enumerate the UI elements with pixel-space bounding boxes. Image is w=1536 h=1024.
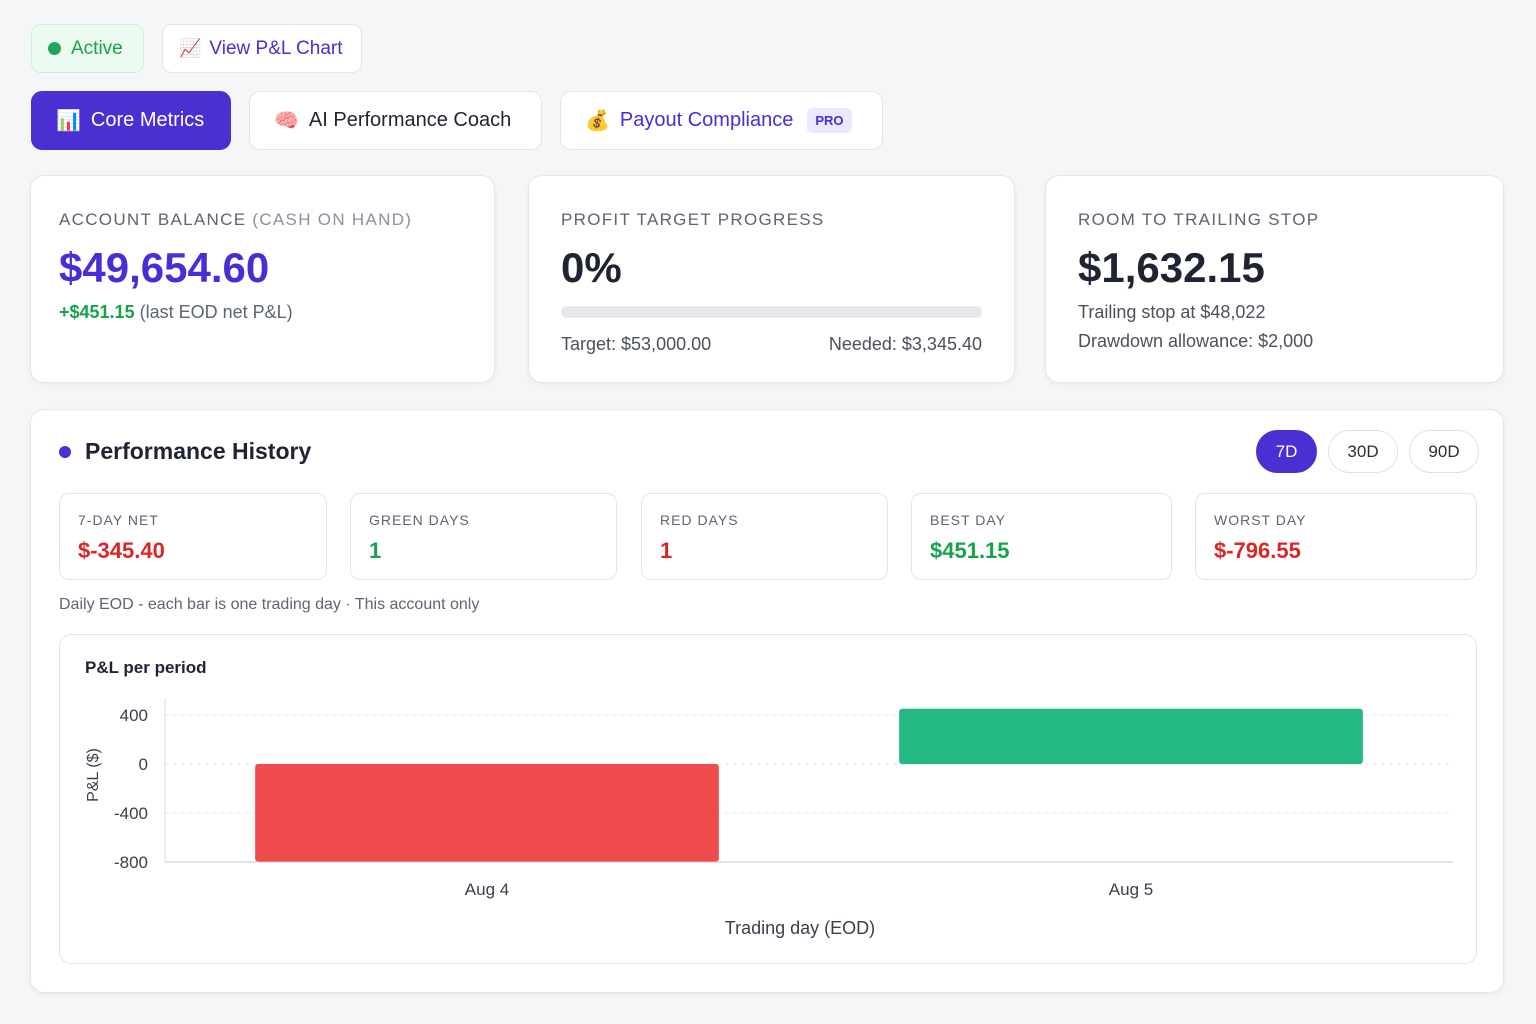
account-balance-card: Account Balance (Cash on Hand) $49,654.6… bbox=[30, 175, 495, 383]
x-tick-label: Aug 5 bbox=[1109, 880, 1153, 899]
account-balance-delta: +$451.15 bbox=[59, 302, 135, 322]
account-balance-delta-note: (last EOD net P&L) bbox=[139, 302, 293, 322]
profit-target-amount: Target: $53,000.00 bbox=[561, 334, 712, 354]
stat-value: 1 bbox=[660, 538, 673, 563]
trailing-stop-label: Room to Trailing Stop bbox=[1078, 210, 1320, 229]
x-axis-label: Trading day (EOD) bbox=[725, 918, 875, 938]
y-tick-label: 400 bbox=[120, 706, 148, 725]
stat-seven-day-net: 7-Day Net $-345.40 bbox=[59, 493, 327, 580]
performance-history-heading: Performance History bbox=[59, 438, 311, 465]
profit-target-progress-bar bbox=[561, 306, 982, 318]
pl-chart-svg: P&L per period 400 0 -400 -800 P&L ($) Aug 4 Au… bbox=[85, 658, 1453, 938]
tab-core-metrics-label: Core Metrics bbox=[90, 109, 205, 131]
profit-target-label: Profit Target Progress bbox=[561, 210, 825, 229]
y-tick-label: -400 bbox=[114, 804, 148, 823]
top-bar: Active 📈 View P&L Chart bbox=[31, 24, 362, 73]
bar-chart-icon: 📊 bbox=[56, 110, 81, 132]
view-pl-chart-button[interactable]: 📈 View P&L Chart bbox=[162, 24, 362, 73]
stat-green-days: Green Days 1 bbox=[350, 493, 617, 580]
stat-label: Red Days bbox=[660, 512, 739, 528]
view-pl-chart-label: View P&L Chart bbox=[209, 37, 343, 59]
profit-target-value: 0% bbox=[561, 244, 622, 291]
section-tabs: 📊 Core Metrics 🧠 AI Performance Coach 💰 … bbox=[31, 91, 883, 150]
range-90d-button[interactable]: 90D bbox=[1409, 430, 1479, 473]
range-selector: 7D 30D 90D bbox=[1256, 430, 1479, 473]
stat-value: $-796.55 bbox=[1214, 538, 1301, 563]
stat-label: 7-Day Net bbox=[78, 512, 159, 528]
tab-ai-performance-coach[interactable]: 🧠 AI Performance Coach bbox=[249, 91, 542, 150]
bar-positive bbox=[899, 708, 1363, 764]
performance-history-panel: Performance History 7D 30D 90D 7-Day Net… bbox=[30, 409, 1504, 993]
stat-best-day: Best Day $451.15 bbox=[911, 493, 1172, 580]
stat-label: Worst Day bbox=[1214, 512, 1307, 528]
chart-title: P&L per period bbox=[85, 658, 207, 677]
pl-chart: P&L per period 400 0 -400 -800 P&L ($) Aug 4 Au… bbox=[59, 634, 1477, 964]
account-balance-heading: Account Balance (Cash on Hand) bbox=[59, 210, 466, 230]
performance-history-title: Performance History bbox=[85, 438, 312, 464]
trailing-stop-level: Trailing stop at $48,022 bbox=[1078, 302, 1266, 322]
x-tick-label: Aug 4 bbox=[465, 880, 509, 899]
tab-ai-coach-label: AI Performance Coach bbox=[308, 109, 512, 131]
stat-label: Green Days bbox=[369, 512, 470, 528]
y-axis-label: P&L ($) bbox=[85, 748, 102, 802]
money-bag-icon: 💰 bbox=[585, 110, 610, 132]
range-7d-button[interactable]: 7D bbox=[1256, 430, 1317, 473]
account-balance-label: Account Balance bbox=[59, 210, 247, 229]
tab-payout-label: Payout Compliance bbox=[619, 109, 794, 131]
profit-target-needed: Needed: $3,345.40 bbox=[828, 334, 982, 354]
chart-increasing-icon: 📈 bbox=[179, 38, 202, 58]
drawdown-allowance: Drawdown allowance: $2,000 bbox=[1078, 331, 1314, 351]
status-dot-icon bbox=[48, 42, 61, 55]
bar-negative bbox=[255, 764, 719, 862]
account-balance-delta-row: +$451.15 (last EOD net P&L) bbox=[59, 302, 466, 323]
trailing-stop-value: $1,632.15 bbox=[1078, 244, 1265, 291]
profit-target-details: Target: $53,000.00 Needed: $3,345.40 bbox=[561, 334, 982, 355]
account-balance-sublabel: (Cash on Hand) bbox=[252, 210, 413, 229]
stat-label: Best Day bbox=[930, 512, 1006, 528]
pro-badge: PRO bbox=[807, 108, 852, 133]
brain-icon: 🧠 bbox=[274, 110, 299, 132]
status-badge: Active bbox=[31, 24, 144, 73]
stat-value: $451.15 bbox=[930, 538, 1010, 563]
chart-note: Daily EOD - each bar is one trading day … bbox=[59, 596, 480, 613]
bullet-icon bbox=[59, 445, 71, 458]
stat-value: 1 bbox=[369, 538, 382, 563]
tab-payout-compliance[interactable]: 💰 Payout Compliance PRO bbox=[560, 91, 883, 150]
stat-worst-day: Worst Day $-796.55 bbox=[1195, 493, 1477, 580]
stat-value: $-345.40 bbox=[78, 538, 165, 563]
range-30d-button[interactable]: 30D bbox=[1328, 430, 1398, 473]
account-balance-value: $49,654.60 bbox=[59, 244, 270, 291]
y-tick-label: -800 bbox=[114, 853, 148, 872]
tab-core-metrics[interactable]: 📊 Core Metrics bbox=[31, 91, 231, 150]
trailing-stop-card: Room to Trailing Stop $1,632.15 Trailing… bbox=[1045, 175, 1504, 383]
status-label: Active bbox=[71, 37, 123, 59]
stat-red-days: Red Days 1 bbox=[641, 493, 888, 580]
y-tick-label: 0 bbox=[139, 755, 148, 774]
profit-target-card: Profit Target Progress 0% Target: $53,00… bbox=[528, 175, 1015, 383]
